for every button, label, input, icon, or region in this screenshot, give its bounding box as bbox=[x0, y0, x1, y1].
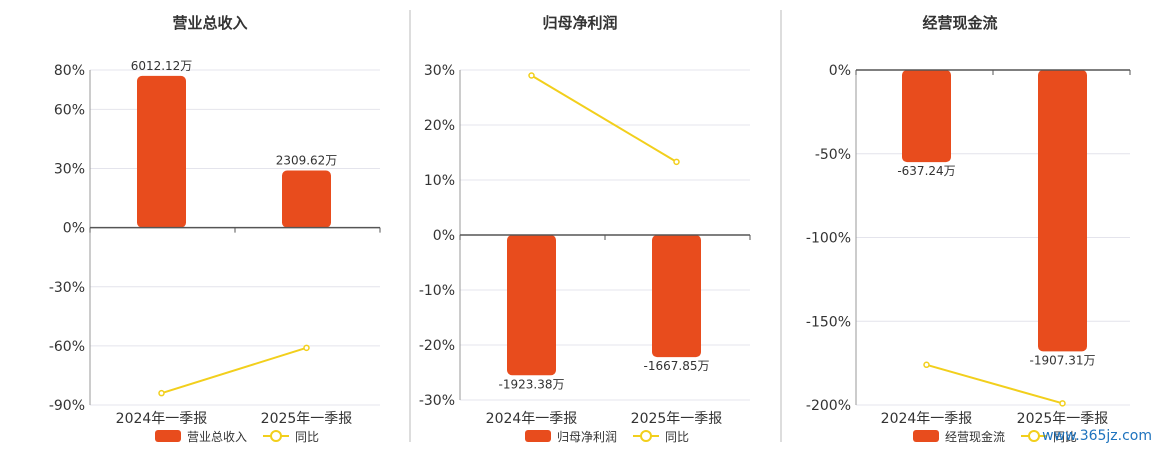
yoy-point bbox=[1059, 400, 1066, 407]
x-tick-label: 2025年一季报 bbox=[261, 411, 353, 427]
yoy-line bbox=[926, 363, 1063, 405]
legend-bar-label: 营业总收入 bbox=[187, 430, 247, 444]
y-tick-label: -100% bbox=[806, 231, 851, 247]
legend-bar-swatch bbox=[525, 430, 551, 442]
legend-line-label: 同比 bbox=[1053, 430, 1077, 444]
y-tick-label: 0% bbox=[433, 228, 455, 244]
y-tick-label: -10% bbox=[419, 283, 455, 299]
bar-data-label: -637.24万 bbox=[897, 164, 955, 178]
x-tick-label: 2024年一季报 bbox=[881, 411, 973, 427]
bar bbox=[137, 75, 186, 228]
chart-title: 营业总收入 bbox=[172, 14, 247, 32]
y-tick-label: 0% bbox=[829, 63, 851, 79]
bar-data-label: -1923.38万 bbox=[499, 377, 565, 391]
chart-panel-2: 归母净利润 30% 20% 10% 0% -10% -20% -30% -1923.38万 -16… bbox=[419, 14, 751, 444]
chart-title: 归母净利润 bbox=[542, 14, 617, 32]
y-tick-label: -50% bbox=[815, 147, 851, 163]
chart-title: 经营现金流 bbox=[922, 14, 997, 32]
legend-line-label: 同比 bbox=[295, 430, 319, 444]
yoy-point bbox=[303, 344, 310, 352]
y-tick-label: 80% bbox=[54, 63, 85, 79]
yoy-line bbox=[161, 346, 307, 395]
y-tick-label: 30% bbox=[54, 162, 85, 178]
y-tick-label: -30% bbox=[419, 393, 455, 409]
legend-bar-label: 经营现金流 bbox=[945, 429, 1005, 444]
yoy-line bbox=[530, 74, 678, 163]
y-tick-label: 0% bbox=[63, 221, 85, 237]
legend-line-label: 同比 bbox=[665, 430, 689, 444]
bar bbox=[282, 170, 331, 228]
y-tick-label: 20% bbox=[424, 118, 455, 134]
yoy-point bbox=[923, 361, 930, 369]
bar bbox=[652, 235, 701, 358]
yoy-point bbox=[158, 389, 165, 397]
watermark-text: www.365jz.com bbox=[1042, 428, 1152, 444]
legend-bar-swatch bbox=[913, 430, 939, 442]
bar-data-label: 2309.62万 bbox=[276, 154, 338, 168]
y-tick-label: -20% bbox=[419, 338, 455, 354]
y-tick-label: 60% bbox=[54, 102, 85, 118]
y-tick-label: -60% bbox=[49, 339, 85, 355]
x-tick-label: 2024年一季报 bbox=[116, 411, 208, 427]
legend-line-marker bbox=[640, 430, 652, 442]
y-tick-label: -90% bbox=[49, 398, 85, 414]
bar bbox=[507, 235, 556, 376]
y-tick-label: -150% bbox=[806, 314, 851, 330]
chart-panel-1: 营业总收入 80% 60% 30% 0% -30% -60% -90% 6012.12万 2309… bbox=[49, 14, 381, 444]
chart-panel-3: 经营现金流 0% -50% -100% -150% -200% -637.24万 -1907.… bbox=[806, 14, 1131, 444]
y-tick-label: 30% bbox=[424, 63, 455, 79]
y-tick-label: -200% bbox=[806, 398, 851, 414]
x-tick-label: 2025年一季报 bbox=[1017, 411, 1109, 427]
bar-data-label: 6012.12万 bbox=[131, 59, 193, 73]
legend-line-marker bbox=[270, 430, 282, 442]
legend-bar-label: 归母净利润 bbox=[557, 430, 617, 444]
bar-data-label: -1907.31万 bbox=[1030, 353, 1096, 367]
y-tick-label: -30% bbox=[49, 280, 85, 296]
x-tick-label: 2024年一季报 bbox=[486, 411, 578, 427]
legend-bar-swatch bbox=[155, 430, 181, 442]
yoy-point bbox=[673, 158, 680, 166]
bar-data-label: -1667.85万 bbox=[644, 359, 710, 373]
bar bbox=[902, 70, 951, 163]
yoy-point bbox=[528, 72, 535, 79]
y-tick-label: 10% bbox=[424, 173, 455, 189]
bar bbox=[1038, 70, 1087, 352]
x-tick-label: 2025年一季报 bbox=[631, 411, 723, 427]
legend-line-marker bbox=[1028, 430, 1040, 442]
